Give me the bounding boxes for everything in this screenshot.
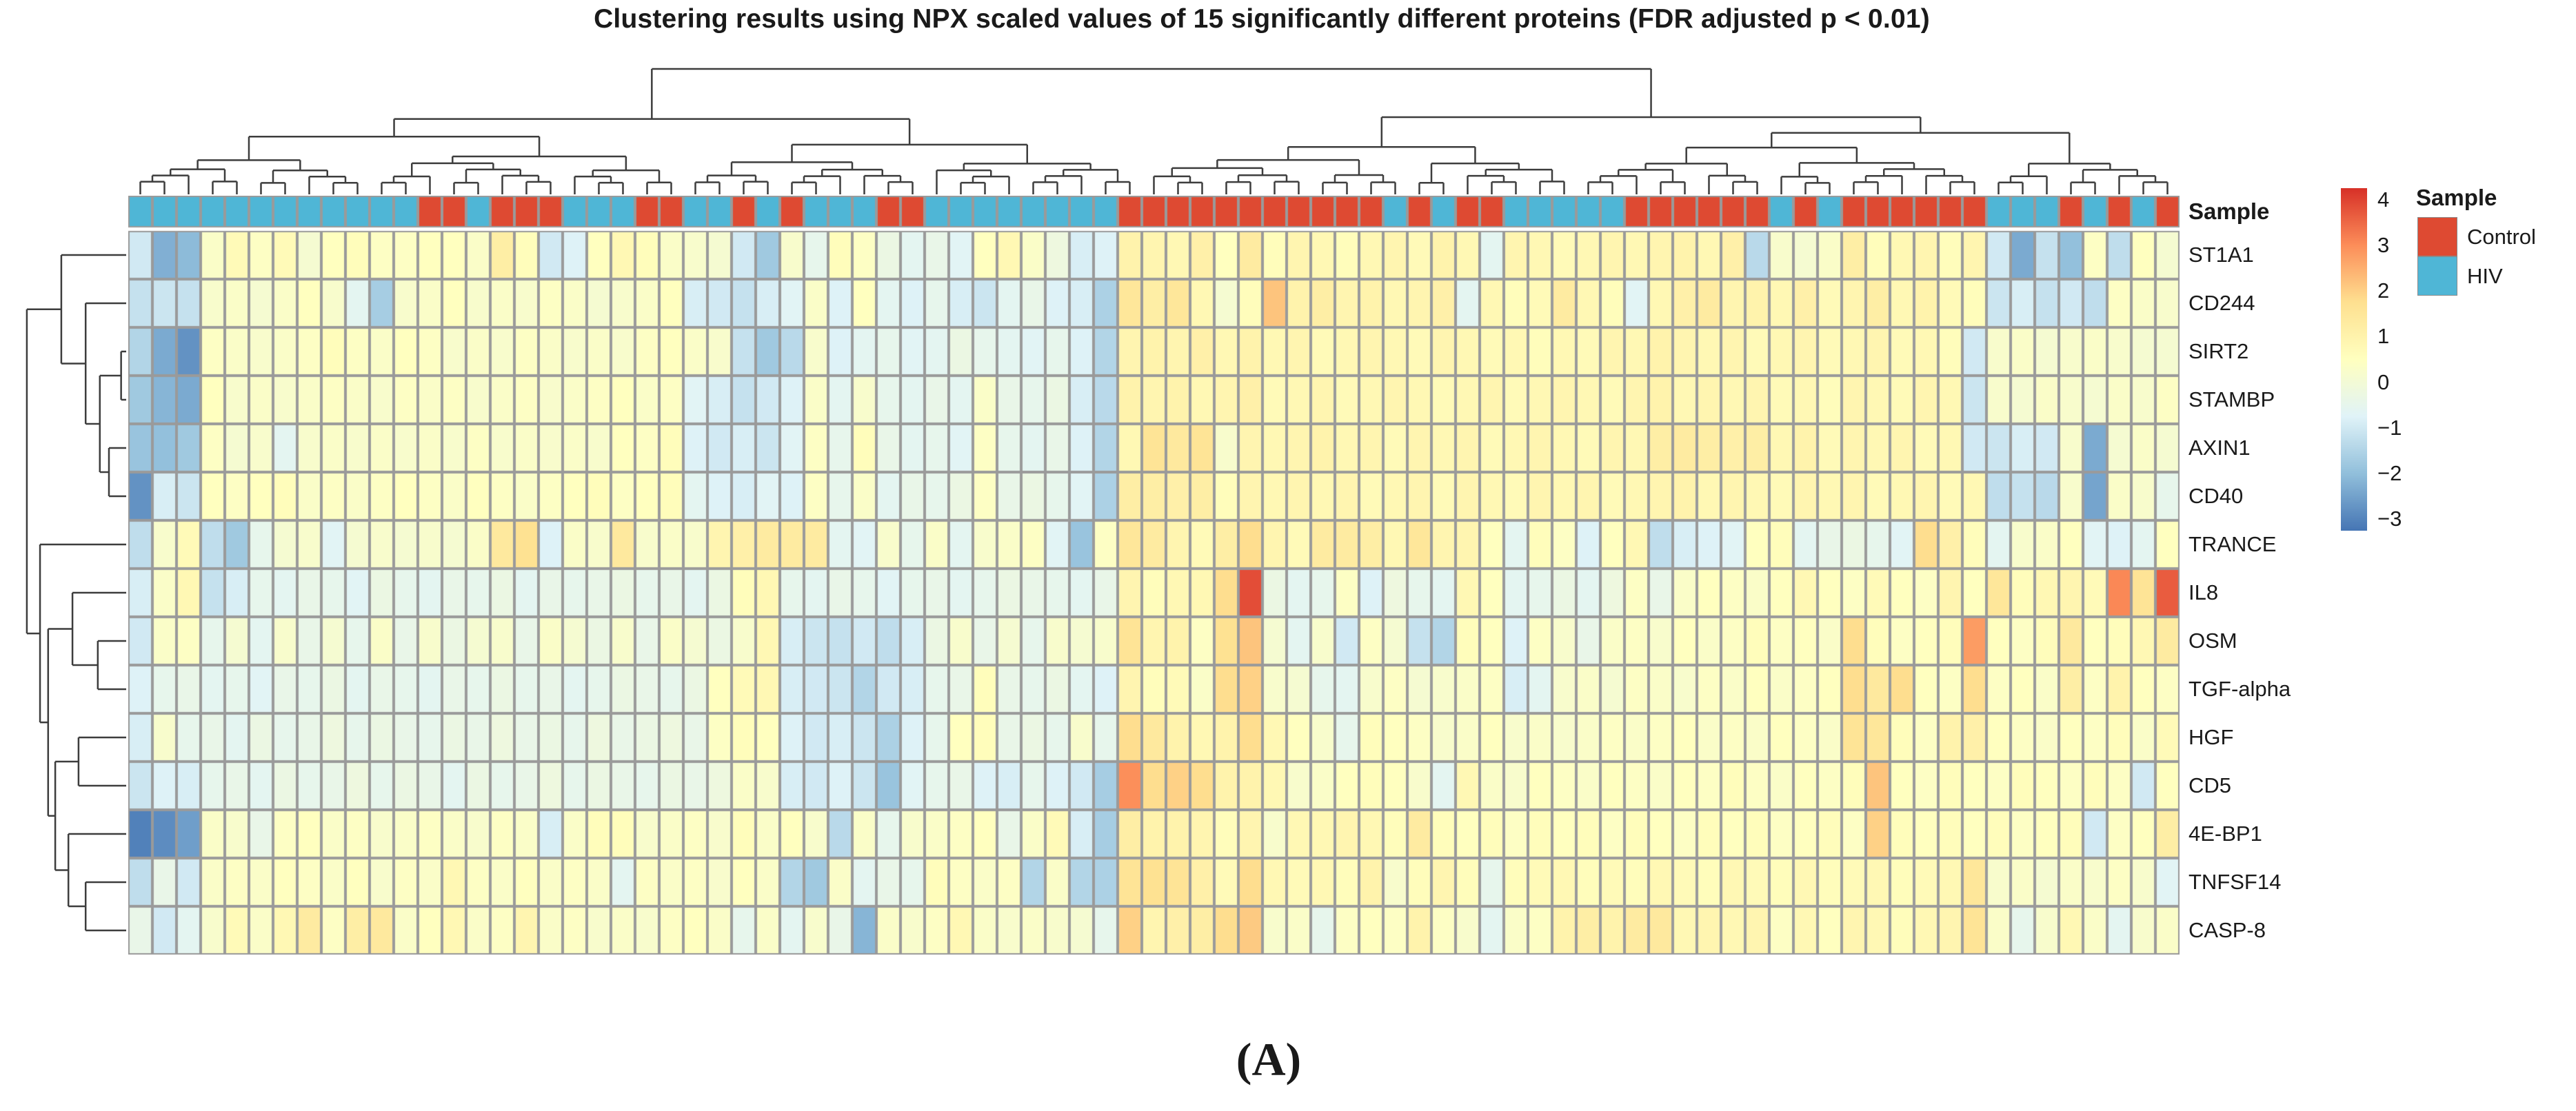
sample-legend-title: Sample — [2416, 185, 2497, 210]
row-label: CD5 — [2188, 773, 2232, 797]
column-dendrogram-lines — [139, 68, 2169, 194]
row-label: TRANCE — [2188, 532, 2277, 556]
legend-swatch-control — [2417, 217, 2457, 256]
figure-label: (A) — [1236, 1033, 1302, 1085]
row-label: OSM — [2188, 629, 2237, 653]
legend-swatch-hiv — [2417, 256, 2457, 296]
row-label: STAMBP — [2188, 387, 2275, 411]
legend-label: Control — [2467, 225, 2536, 249]
row-label: 4E-BP1 — [2188, 822, 2262, 846]
row-label: TGF-alpha — [2188, 677, 2291, 701]
colorbar-tick-label: 2 — [2377, 278, 2390, 303]
row-label: ST1A1 — [2188, 243, 2254, 267]
row-label: AXIN1 — [2188, 436, 2251, 460]
row-label: HGF — [2188, 725, 2234, 749]
row-label-header: Sample — [2188, 198, 2270, 224]
colorbar — [2341, 188, 2367, 531]
row-label: CASP-8 — [2188, 918, 2266, 942]
row-label: TNFSF14 — [2188, 870, 2282, 894]
colorbar-tick-label: 4 — [2377, 187, 2390, 212]
page-title: Clustering results using NPX scaled valu… — [594, 4, 1930, 34]
colorbar-tick-label: −2 — [2377, 461, 2402, 486]
heatmap-canvas — [128, 196, 2180, 955]
legend-label: HIV — [2467, 264, 2503, 288]
colorbar-tick-label: −3 — [2377, 507, 2402, 531]
row-dendrogram-lines — [26, 254, 126, 932]
row-label: IL8 — [2188, 580, 2219, 604]
row-label: CD40 — [2188, 484, 2244, 508]
colorbar-tick-label: 3 — [2377, 232, 2390, 257]
colorbar-tick-label: 0 — [2377, 369, 2390, 394]
colorbar-tick-label: −1 — [2377, 415, 2402, 440]
colorbar-tick-label: 1 — [2377, 324, 2390, 349]
row-label: SIRT2 — [2188, 339, 2249, 363]
row-label: CD244 — [2188, 291, 2255, 315]
